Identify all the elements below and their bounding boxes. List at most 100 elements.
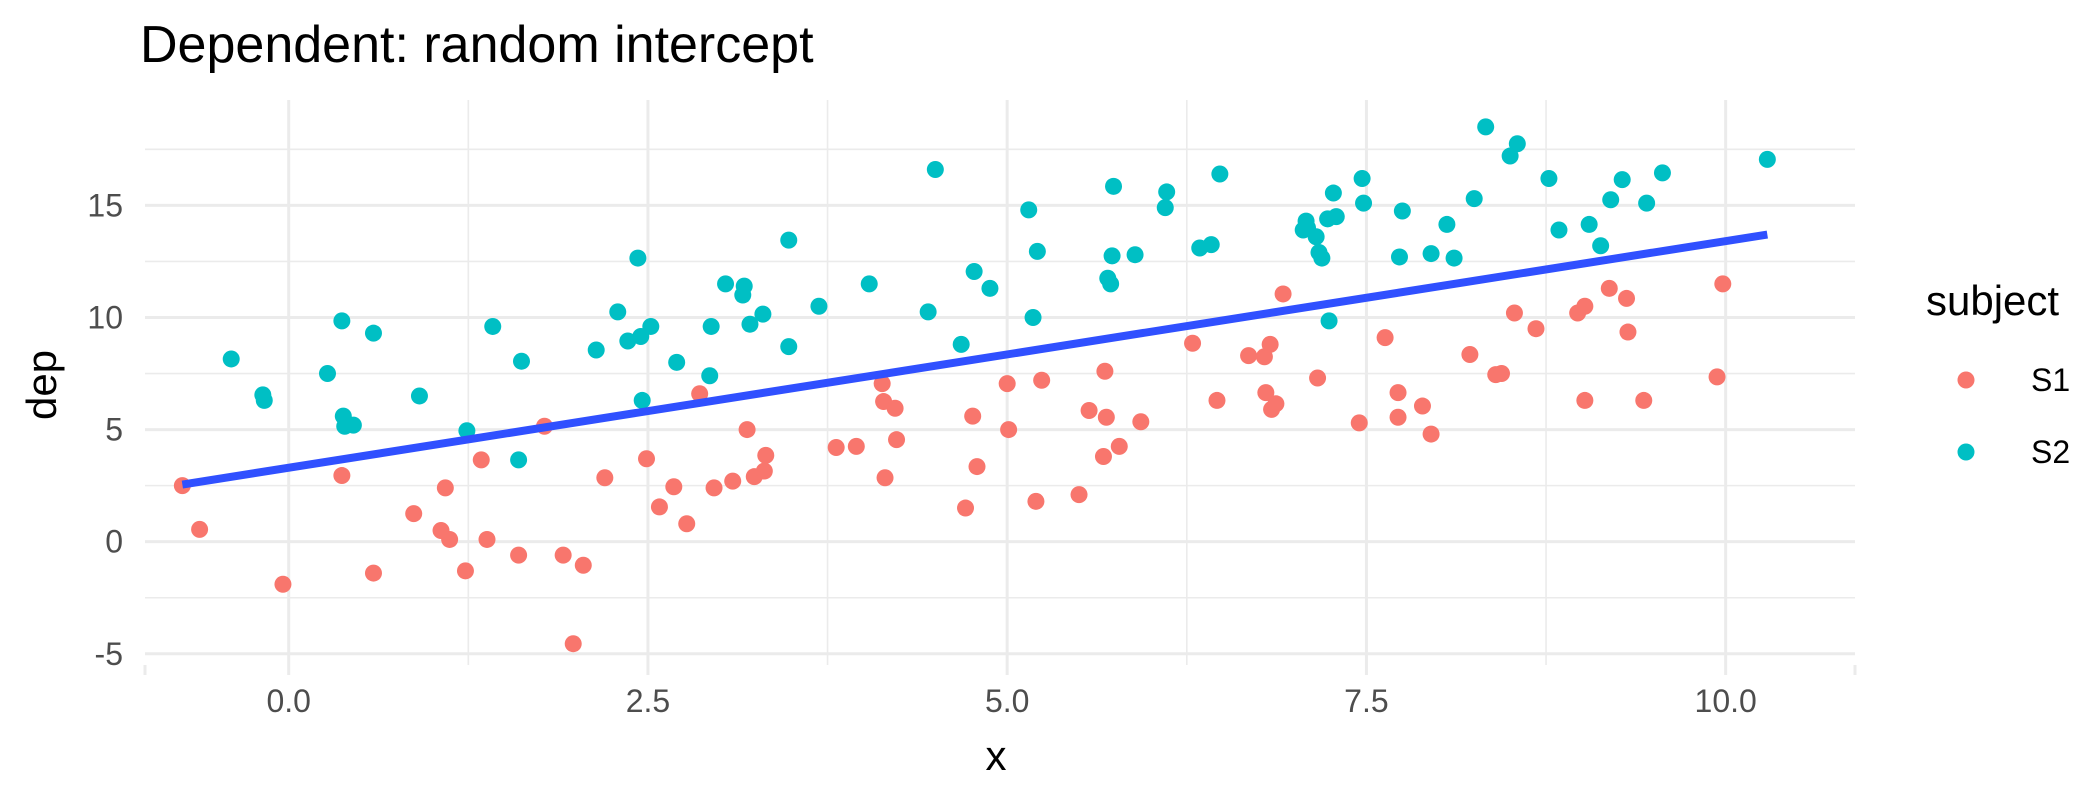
data-point-s2 [810,297,828,315]
data-point-s2 [1501,147,1519,165]
data-point-s2 [717,275,735,293]
data-point-s2 [1393,202,1411,220]
data-point-s1 [1033,371,1051,389]
data-point-s2 [1477,118,1495,136]
data-point-s1 [1350,414,1368,432]
data-point-s2 [255,391,273,409]
data-point-s1 [564,635,582,653]
data-point-s1 [1576,297,1594,315]
data-point-s2 [1580,215,1598,233]
data-point-s2 [926,161,944,179]
data-point-s2 [952,335,970,353]
data-point-s1 [1600,279,1618,297]
data-point-s2 [344,416,362,434]
data-point-s2 [1353,169,1371,187]
regression-line [181,230,1768,489]
data-point-s1 [1413,397,1431,415]
data-point-s1 [554,546,572,564]
data-point-s2 [780,338,798,356]
data-point-s2 [1638,194,1656,212]
data-point-s1 [1070,486,1088,504]
legend-label-s1: S1 [2031,362,2070,398]
y-tick-label: 10 [87,299,123,335]
data-point-s1 [596,469,614,487]
data-point-s1 [510,546,528,564]
data-point-s2 [629,249,647,267]
data-point-s2 [1327,208,1345,226]
data-point-s1 [1094,447,1112,465]
data-point-s1 [1208,391,1226,409]
data-point-s1 [968,458,986,476]
data-point-s2 [510,451,528,469]
data-point-s2 [1202,236,1220,254]
data-point-s2 [1613,171,1631,189]
data-point-s2 [1313,249,1331,267]
data-point-s2 [741,315,759,333]
data-point-s2 [609,303,627,321]
data-point-s2 [1105,177,1123,195]
data-point-s1 [1389,408,1407,426]
x-tick-label: 10.0 [1695,683,1757,719]
data-point-s1 [1097,408,1115,426]
data-point-s1 [1110,437,1128,455]
data-point-s1 [1422,425,1440,443]
data-point-s2 [1390,248,1408,266]
legend-items: S1 S2 [1957,362,2070,470]
data-point-s1 [876,469,894,487]
data-point-s1 [1576,391,1594,409]
x-tick-label: 7.5 [1344,683,1388,719]
data-point-s1 [1267,395,1285,413]
data-point-s1 [1376,329,1394,347]
data-point-s1 [405,505,423,523]
y-axis-title: dep [18,350,65,420]
data-point-s2 [860,275,878,293]
data-point-s1 [274,575,292,593]
data-point-s2 [780,231,798,249]
data-point-s2 [1211,165,1229,183]
data-point-s2 [333,312,351,330]
data-point-s2 [1158,183,1176,201]
data-point-s2 [1653,164,1671,182]
legend-item-s1: S1 [1957,362,2070,398]
data-point-s1 [333,467,351,485]
data-point-s2 [965,263,983,281]
data-point-s2 [1028,242,1046,260]
data-point-s1 [1714,275,1732,293]
data-point-s2 [668,353,686,371]
chart-title: Dependent: random intercept [140,16,814,74]
data-point-s2 [364,324,382,342]
data-point-s1 [888,431,906,449]
data-point-s1 [1132,413,1150,431]
legend-key-s2 [1957,443,1975,461]
data-point-s1 [1618,289,1636,307]
x-tick-label: 0.0 [266,683,310,719]
data-point-s1 [998,375,1016,393]
data-point-s1 [827,439,845,457]
data-point-s1 [1461,345,1479,363]
data-point-s1 [650,498,668,516]
data-point-s1 [691,385,709,403]
plot-panel [145,100,1855,665]
data-point-s1 [638,450,656,468]
data-point-s2 [1445,249,1463,267]
data-point-s1 [1708,368,1726,386]
data-point-s2 [1307,228,1325,246]
legend-title: subject [1926,277,2059,324]
data-point-s1 [364,564,382,582]
data-point-s1 [1027,492,1045,510]
data-point-s1 [472,451,490,469]
data-point-s2 [512,352,530,370]
data-point-s2 [1156,199,1174,217]
data-point-s1 [738,421,756,439]
data-point-s2 [1550,221,1568,239]
data-point-s1 [1619,323,1637,341]
data-points [173,118,1776,653]
data-point-s2 [701,367,719,385]
data-point-s1 [1309,369,1327,387]
data-point-s1 [1080,402,1098,420]
data-point-s2 [1355,194,1373,212]
data-point-s2 [642,317,660,335]
data-point-s1 [1240,347,1258,365]
data-point-s2 [1024,308,1042,326]
